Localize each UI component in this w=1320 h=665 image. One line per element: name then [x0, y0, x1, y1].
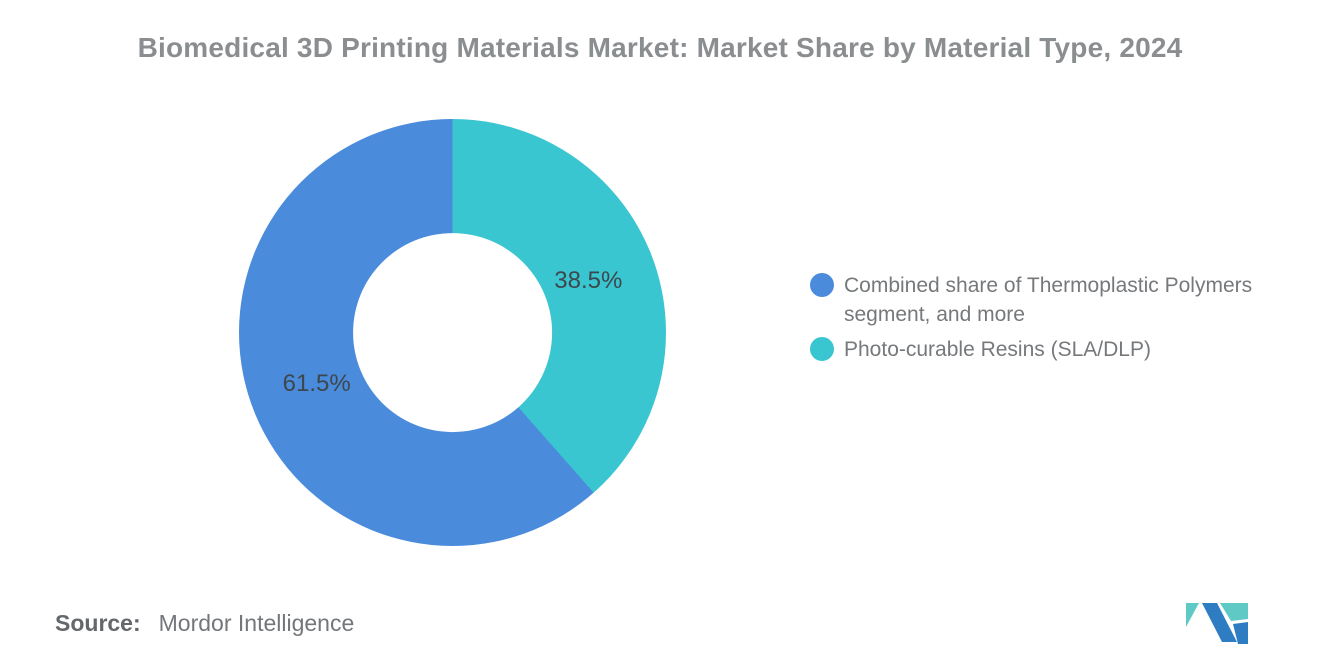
chart-title: Biomedical 3D Printing Materials Market:…: [137, 32, 1183, 63]
mordor-intelligence-logo-icon: [1186, 603, 1248, 644]
legend-label-photocurable: Photo-curable Resins (SLA/DLP): [844, 338, 1151, 361]
slice-label-thermoplastic: 61.5%: [282, 369, 351, 397]
legend-label-thermoplastic: Combined share of Thermoplastic Polymers…: [844, 274, 1253, 326]
legend-item-thermoplastic: Combined share of Thermoplastic Polymers…: [810, 271, 1280, 329]
source-value: Mordor Intelligence: [158, 610, 355, 636]
donut-hole: [352, 232, 553, 433]
source-line: Source: Mordor Intelligence: [55, 610, 354, 637]
source-label: Source:: [55, 610, 141, 636]
legend-swatch-photocurable-icon: [810, 337, 834, 361]
slice-label-photocurable: 38.5%: [554, 267, 623, 295]
donut-chart: 61.5% 38.5%: [239, 119, 666, 546]
legend-item-photocurable: Photo-curable Resins (SLA/DLP): [810, 335, 1280, 364]
legend: Combined share of Thermoplastic Polymers…: [810, 271, 1280, 370]
legend-swatch-thermoplastic-icon: [810, 273, 834, 297]
